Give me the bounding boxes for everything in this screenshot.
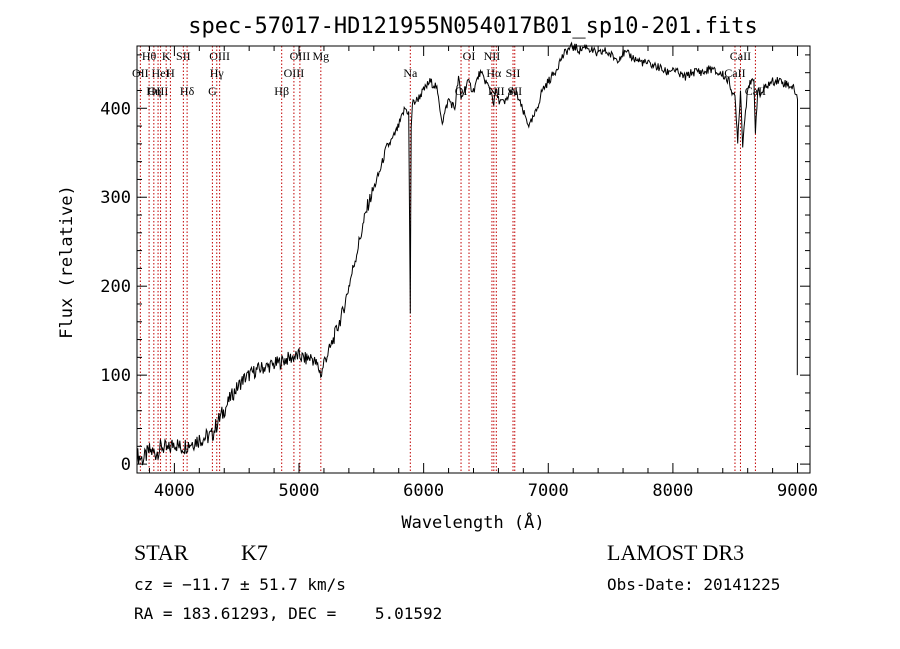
- x-axis-label: Wavelength (Å): [401, 511, 544, 533]
- x-tick-label-1: 5000: [279, 481, 320, 501]
- y-tick-label-2: 200: [100, 277, 131, 297]
- x-tick-label-5: 9000: [777, 481, 818, 501]
- line-label-24: CaII: [730, 49, 751, 63]
- line-label-25: CaII: [724, 66, 745, 80]
- line-label-16: Na: [403, 66, 418, 80]
- line-label-3: K: [162, 49, 171, 63]
- y-tick-label-1: 100: [100, 366, 131, 386]
- line-label-21: NII: [484, 49, 501, 63]
- y-tick-label-0: 0: [121, 455, 131, 475]
- line-label-13: OIII: [284, 66, 305, 80]
- survey-name: LAMOST DR3: [607, 540, 745, 565]
- axis-ticks: 4000 5000 6000 7000 8000 9000 0 100 200 300 400: [100, 46, 818, 501]
- line-label-6: SII: [176, 49, 191, 63]
- line-label-22: SII: [506, 66, 521, 80]
- object-subclass: K7: [241, 540, 268, 565]
- observation-date: Obs-Date: 20141225: [607, 575, 781, 594]
- line-label-2: OIII: [148, 84, 169, 98]
- spectral-line-markers: HθOIIOIIIKHeIHηSIIHHδOIIIHγGOIIIOIIIHβMg…: [132, 46, 766, 473]
- spectrum-series-line: [136, 41, 799, 466]
- line-label-17: OI: [455, 84, 468, 98]
- x-tick-label-3: 7000: [528, 481, 569, 501]
- x-tick-label-0: 4000: [154, 481, 195, 501]
- line-label-4: HeI: [152, 66, 170, 80]
- y-tick-label-4: 400: [100, 99, 131, 119]
- x-tick-label-2: 6000: [403, 481, 444, 501]
- line-label-19: Hα: [486, 66, 502, 80]
- object-class: STAR: [134, 540, 189, 565]
- line-label-12: OIII: [290, 49, 311, 63]
- chart-title: spec-57017-HD121955N054017B01_sp10-201.f…: [188, 14, 758, 39]
- line-label-10: Hγ: [210, 66, 225, 80]
- coordinates-ra-dec: RA = 183.61293, DEC = 5.01592: [134, 604, 443, 623]
- line-label-15: Mg: [312, 49, 329, 63]
- x-tick-label-4: 8000: [652, 481, 693, 501]
- line-label-5: Hη: [146, 84, 161, 98]
- line-label-11: G: [208, 84, 217, 98]
- y-tick-label-3: 300: [100, 188, 131, 208]
- redshift-cz: cz = −11.7 ± 51.7 km/s: [134, 575, 346, 594]
- line-label-18: OI: [463, 49, 476, 63]
- line-label-7: H: [166, 66, 175, 80]
- line-label-8: Hδ: [180, 84, 195, 98]
- line-label-14: Hβ: [274, 84, 289, 98]
- y-axis-label: Flux (relative): [57, 185, 77, 339]
- line-label-0: Hθ: [142, 49, 157, 63]
- plot-frame: [136, 45, 811, 474]
- line-label-9: OIII: [209, 49, 230, 63]
